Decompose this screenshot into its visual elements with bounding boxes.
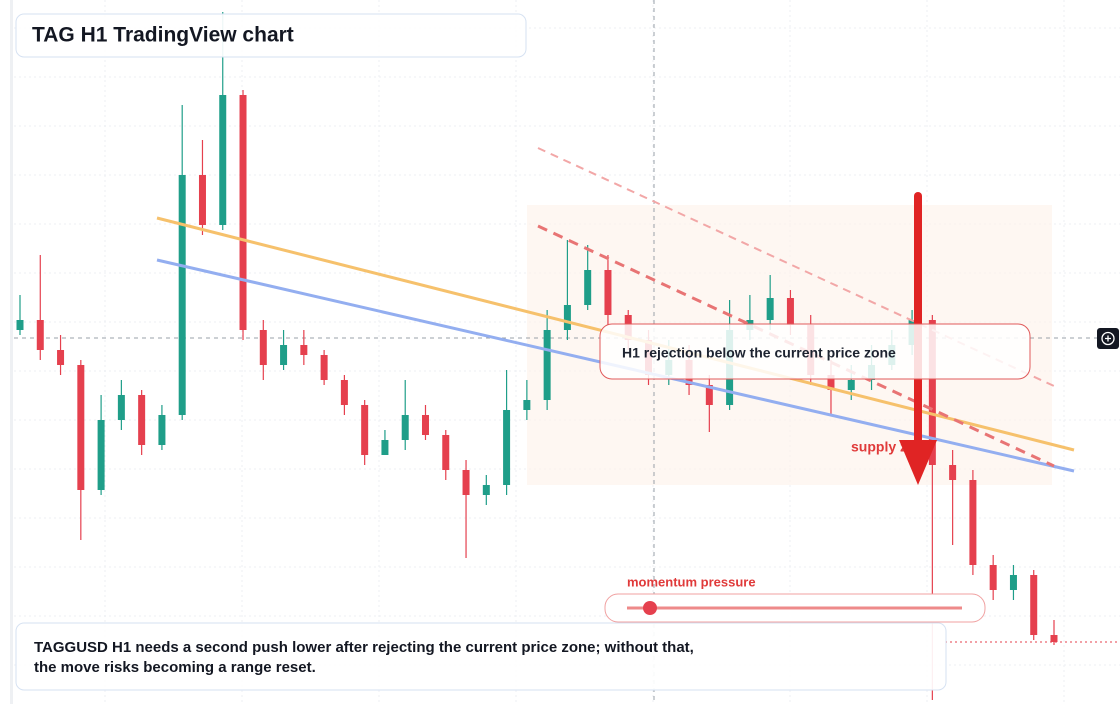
- candle-body: [138, 395, 146, 445]
- candle-body: [361, 405, 369, 455]
- candle-body: [381, 440, 389, 455]
- candle-body: [543, 330, 551, 400]
- note-line: the move risks becoming a range reset.: [34, 659, 316, 676]
- candle-body: [442, 435, 450, 470]
- candle-body: [969, 480, 977, 565]
- candle-body: [16, 320, 24, 330]
- trendline-pink-dashed: [537, 147, 1055, 387]
- meter-knob: [643, 601, 657, 615]
- candle-body: [219, 95, 227, 225]
- note-line: TAGGUSD H1 needs a second push lower aft…: [34, 639, 694, 656]
- arrow-head: [899, 440, 937, 485]
- candle-body: [482, 485, 490, 495]
- candle-body: [300, 345, 308, 355]
- crosshair-button-icon[interactable]: [1101, 331, 1115, 346]
- crosshair-button-plus[interactable]: [1105, 335, 1111, 342]
- candle-body: [584, 270, 592, 305]
- candle-body: [462, 470, 470, 495]
- candle-body: [766, 298, 774, 320]
- note-box: [15, 622, 947, 691]
- candle-body: [523, 400, 531, 410]
- trendline-red-dashed: [537, 224, 1055, 468]
- candle-body: [563, 305, 571, 330]
- candle-body: [57, 350, 65, 365]
- candle-body: [36, 320, 44, 350]
- candle-body: [1030, 575, 1038, 635]
- candle-body: [198, 175, 206, 225]
- candle-body: [989, 565, 997, 590]
- candle-body: [604, 270, 612, 315]
- candle-body: [77, 365, 85, 490]
- candle-body: [280, 345, 288, 365]
- candle-body: [949, 465, 957, 480]
- candle-body: [259, 330, 267, 365]
- candle-body: [503, 410, 511, 485]
- candle-body: [705, 385, 713, 405]
- candle-body: [847, 380, 855, 390]
- candle-body: [401, 415, 409, 440]
- candle-body: [421, 415, 429, 435]
- candle-body: [1050, 635, 1058, 642]
- candle-body: [239, 95, 247, 330]
- candle-body: [1009, 575, 1017, 590]
- candle-body: [320, 355, 328, 380]
- candle-body: [786, 298, 794, 325]
- candle-body: [117, 395, 125, 420]
- left-edge: [10, 0, 13, 704]
- candle-body: [97, 420, 105, 490]
- annotation: H1 rejection below the current price zon…: [622, 345, 896, 361]
- candle-body: [178, 175, 186, 415]
- title-box: [15, 13, 527, 58]
- annotation-box: [599, 323, 1031, 380]
- meter-label: momentum pressure: [627, 574, 756, 589]
- chart-title: TAG H1 TradingView chart: [32, 24, 294, 47]
- candle-body: [340, 380, 348, 405]
- candle-body: [827, 375, 835, 390]
- candle-body: [928, 320, 936, 465]
- candle-body: [158, 415, 166, 445]
